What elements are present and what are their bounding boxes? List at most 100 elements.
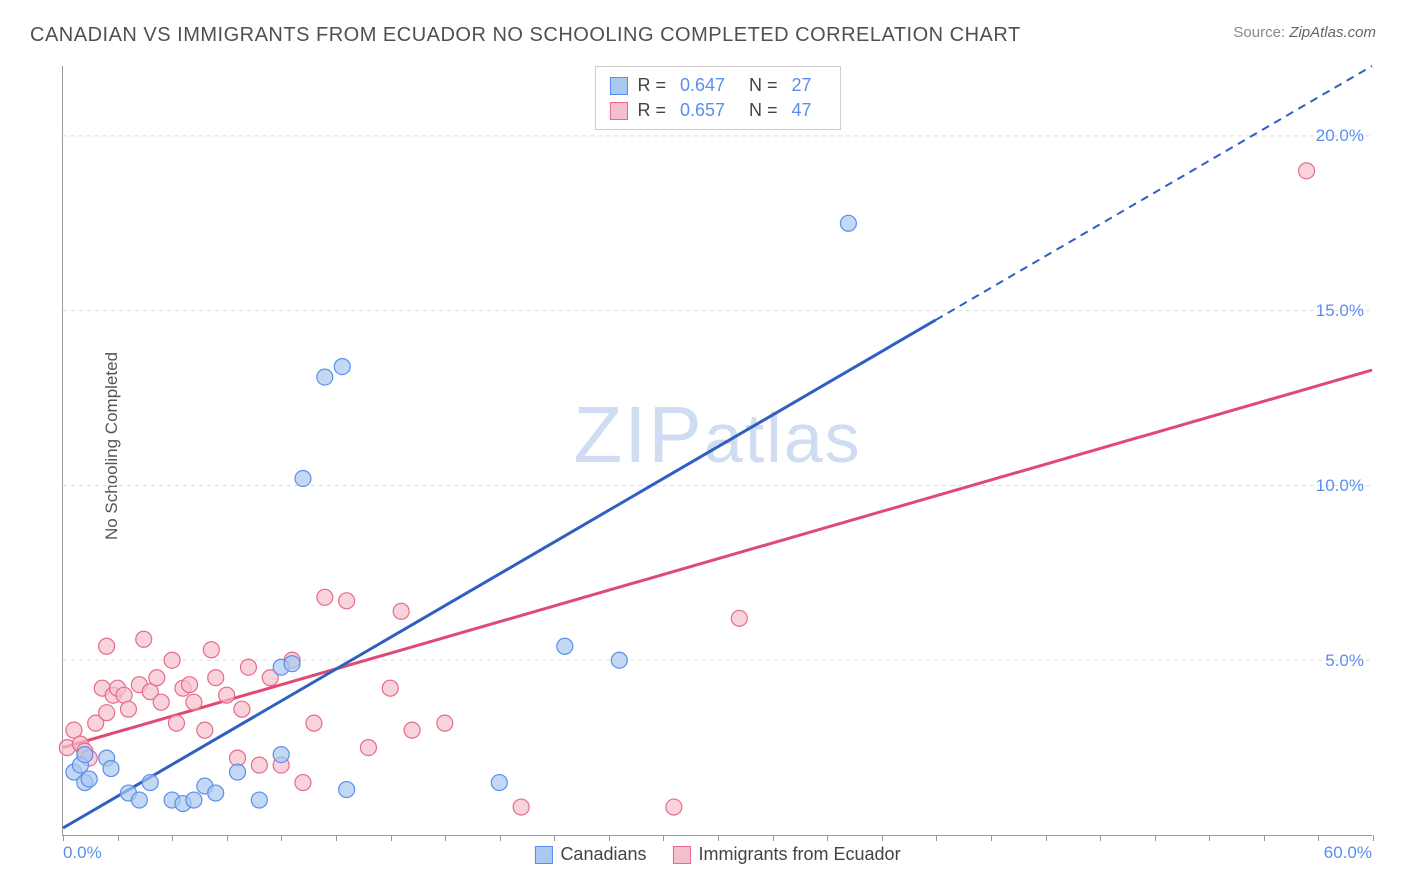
data-point <box>197 722 213 738</box>
data-point <box>437 715 453 731</box>
data-point <box>131 792 147 808</box>
legend-item-immigrants: Immigrants from Ecuador <box>673 844 901 865</box>
data-point <box>77 747 93 763</box>
legend-swatch-pink-icon <box>673 846 691 864</box>
y-tick-label: 20.0% <box>1316 126 1364 146</box>
data-point <box>230 764 246 780</box>
data-point <box>295 775 311 791</box>
x-tick <box>336 835 337 841</box>
data-point <box>142 775 158 791</box>
x-tick <box>63 835 64 841</box>
data-point <box>164 652 180 668</box>
data-point <box>99 638 115 654</box>
data-point <box>393 603 409 619</box>
n-value-canadians: 27 <box>792 75 812 96</box>
x-tick <box>1264 835 1265 841</box>
data-point <box>273 747 289 763</box>
r-value-immigrants: 0.657 <box>680 100 725 121</box>
data-point <box>317 369 333 385</box>
source-attribution: Source: ZipAtlas.com <box>1233 24 1376 41</box>
data-point <box>611 652 627 668</box>
data-point <box>186 792 202 808</box>
n-value-immigrants: 47 <box>792 100 812 121</box>
data-point <box>136 631 152 647</box>
data-point <box>240 659 256 675</box>
x-tick <box>882 835 883 841</box>
legend-item-canadians: Canadians <box>534 844 646 865</box>
x-tick <box>663 835 664 841</box>
x-tick <box>1373 835 1374 841</box>
data-point <box>99 705 115 721</box>
data-point <box>251 792 267 808</box>
chart-svg <box>63 66 1372 835</box>
legend-swatch-pink <box>609 102 627 120</box>
data-point <box>103 761 119 777</box>
data-point <box>382 680 398 696</box>
legend-swatch-blue <box>609 77 627 95</box>
x-tick <box>1155 835 1156 841</box>
data-point <box>731 610 747 626</box>
x-tick <box>1046 835 1047 841</box>
x-tick <box>718 835 719 841</box>
data-point <box>208 670 224 686</box>
data-point <box>840 215 856 231</box>
data-point <box>120 701 136 717</box>
x-tick <box>773 835 774 841</box>
x-tick <box>991 835 992 841</box>
data-point <box>339 593 355 609</box>
x-tick <box>445 835 446 841</box>
data-point <box>153 694 169 710</box>
stats-row-canadians: R =0.647 N =27 <box>609 73 825 98</box>
data-point <box>339 782 355 798</box>
data-point <box>360 740 376 756</box>
x-tick <box>609 835 610 841</box>
x-axis-min-label: 0.0% <box>63 843 102 863</box>
data-point <box>234 701 250 717</box>
data-point <box>208 785 224 801</box>
data-point <box>404 722 420 738</box>
y-tick-label: 10.0% <box>1316 476 1364 496</box>
x-tick <box>281 835 282 841</box>
source-label: Source: <box>1233 24 1289 41</box>
x-tick <box>172 835 173 841</box>
source-value: ZipAtlas.com <box>1289 24 1376 41</box>
stats-row-immigrants: R =0.657 N =47 <box>609 98 825 123</box>
data-point <box>491 775 507 791</box>
r-value-canadians: 0.647 <box>680 75 725 96</box>
data-point <box>149 670 165 686</box>
data-point <box>251 757 267 773</box>
data-point <box>284 656 300 672</box>
y-tick-label: 15.0% <box>1316 301 1364 321</box>
data-point <box>1299 163 1315 179</box>
x-tick <box>936 835 937 841</box>
x-tick <box>500 835 501 841</box>
legend-swatch-blue-icon <box>534 846 552 864</box>
x-tick <box>227 835 228 841</box>
x-tick <box>554 835 555 841</box>
data-point <box>334 359 350 375</box>
data-point <box>81 771 97 787</box>
data-point <box>513 799 529 815</box>
data-point <box>306 715 322 731</box>
x-tick <box>1209 835 1210 841</box>
data-point <box>557 638 573 654</box>
data-point <box>219 687 235 703</box>
x-tick <box>1318 835 1319 841</box>
x-tick <box>1100 835 1101 841</box>
legend-label-immigrants: Immigrants from Ecuador <box>699 844 901 865</box>
legend-label-canadians: Canadians <box>560 844 646 865</box>
x-tick <box>118 835 119 841</box>
x-axis-max-label: 60.0% <box>1324 843 1372 863</box>
chart-title: CANADIAN VS IMMIGRANTS FROM ECUADOR NO S… <box>30 24 1021 47</box>
data-point <box>182 677 198 693</box>
x-tick <box>391 835 392 841</box>
data-point <box>186 694 202 710</box>
series-legend: Canadians Immigrants from Ecuador <box>534 844 900 865</box>
stats-legend-box: R =0.647 N =27 R =0.657 N =47 <box>594 66 840 130</box>
x-tick <box>827 835 828 841</box>
data-point <box>168 715 184 731</box>
data-point <box>317 589 333 605</box>
data-point <box>666 799 682 815</box>
chart-plot-area: ZIPatlas R =0.647 N =27 R =0.657 N =47 5… <box>62 66 1372 836</box>
data-point <box>295 470 311 486</box>
